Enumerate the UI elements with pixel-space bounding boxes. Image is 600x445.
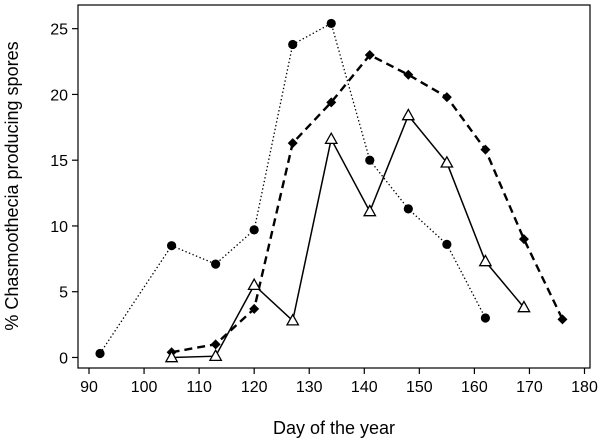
x-tick-label: 100 — [131, 379, 158, 396]
data-point — [287, 138, 298, 149]
y-axis-title: % Chasmoothecia producing spores — [2, 41, 22, 330]
x-tick-label: 170 — [516, 379, 543, 396]
data-point — [288, 39, 298, 50]
y-tick-label: 25 — [50, 22, 68, 39]
series-2 — [166, 49, 568, 358]
y-tick-label: 15 — [50, 153, 68, 170]
data-point — [478, 254, 493, 267]
series-1 — [95, 18, 490, 359]
data-point — [441, 92, 452, 103]
data-point — [249, 225, 259, 235]
x-tick-label: 130 — [296, 379, 323, 396]
series-1-line — [99, 22, 486, 354]
data-point — [480, 313, 490, 323]
data-point — [518, 234, 529, 245]
data-point — [517, 300, 531, 313]
data-point — [442, 239, 452, 249]
series-layer — [95, 18, 568, 363]
series-3 — [164, 108, 531, 363]
data-point — [211, 259, 221, 269]
data-point — [364, 49, 375, 60]
y-axis: 0 5 10 15 20 25 — [50, 22, 78, 367]
data-point — [326, 97, 337, 108]
data-point — [403, 204, 413, 214]
data-point — [403, 69, 414, 80]
y-tick-label: 0 — [59, 350, 68, 367]
data-point — [326, 18, 336, 29]
data-point — [285, 313, 300, 326]
data-point — [480, 144, 491, 155]
data-point — [557, 314, 568, 325]
data-point — [324, 131, 339, 145]
data-point — [210, 339, 221, 350]
x-tick-label: 180 — [571, 379, 598, 396]
x-axis: 90 100 110 120 130 140 150 160 170 180 — [80, 368, 598, 396]
x-tick-label: 120 — [241, 379, 268, 396]
data-point — [440, 155, 454, 168]
x-axis-title: Day of the year — [273, 418, 395, 438]
plot-frame — [77, 4, 591, 369]
x-tick-label: 110 — [186, 379, 212, 396]
y-tick-label: 20 — [50, 87, 68, 104]
x-tick-label: 90 — [80, 379, 98, 396]
data-point — [208, 348, 223, 362]
x-tick-label: 140 — [351, 379, 378, 396]
y-tick-label: 5 — [59, 285, 68, 302]
data-point — [362, 204, 377, 217]
data-point — [95, 348, 105, 359]
x-tick-label: 150 — [406, 379, 433, 396]
data-point — [164, 350, 179, 363]
y-tick-label: 10 — [50, 219, 68, 236]
data-point — [249, 303, 260, 314]
data-point — [365, 155, 375, 165]
series-3-line — [171, 114, 525, 359]
series-2-line — [171, 53, 564, 354]
data-point — [401, 108, 416, 121]
x-tick-label: 160 — [461, 379, 488, 396]
data-point — [247, 277, 261, 290]
data-point — [166, 241, 177, 251]
